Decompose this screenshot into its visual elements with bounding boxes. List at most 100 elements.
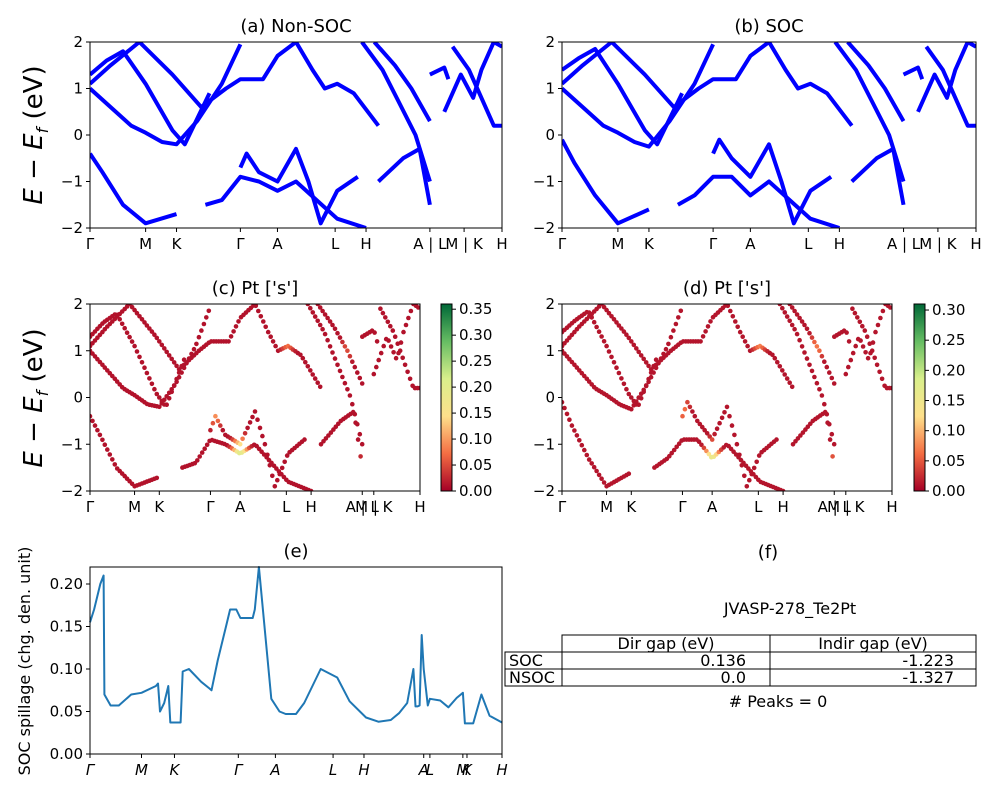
xtick-label: H — [886, 498, 897, 516]
projection-point — [611, 360, 617, 365]
projection-point — [789, 322, 795, 328]
xtick-label: Γ — [86, 761, 96, 779]
projection-point — [777, 364, 783, 369]
projection-point — [831, 381, 837, 386]
projection-point — [696, 439, 702, 445]
projection-point — [594, 468, 599, 474]
projection-point — [312, 314, 318, 319]
panel-a-bands — [90, 42, 502, 228]
table-col-header: Dir gap (eV) — [618, 634, 715, 653]
projection-point — [860, 323, 865, 329]
projection-point — [817, 348, 822, 354]
projection-point — [626, 335, 632, 341]
projection-point — [822, 409, 828, 415]
projection-point — [780, 368, 785, 373]
projection-point — [591, 319, 597, 325]
projection-point — [381, 343, 387, 349]
projection-point — [648, 370, 654, 375]
projection-point — [889, 385, 892, 391]
projection-point — [355, 370, 360, 375]
panel-d-axes — [561, 303, 893, 492]
projection-point — [621, 381, 627, 387]
projection-point — [260, 433, 265, 439]
xtick-label: A | L — [413, 235, 447, 253]
ytick-label: 1 — [73, 342, 83, 360]
projection-point — [857, 319, 863, 325]
ytick-label: 2 — [73, 295, 83, 313]
projection-point — [152, 386, 157, 392]
ytick-label: 0.10 — [50, 660, 83, 678]
projection-point — [236, 319, 241, 324]
projection-point — [335, 330, 340, 336]
band-line — [90, 42, 380, 127]
projection-point — [147, 376, 152, 381]
band-line — [562, 138, 650, 226]
projection-point — [850, 350, 856, 356]
table-cell-dir-gap: 0.0 — [721, 668, 746, 687]
projection-point — [154, 475, 160, 481]
projection-point — [132, 343, 137, 349]
projection-point — [378, 306, 383, 312]
projection-point — [391, 350, 396, 355]
projection-point — [695, 418, 700, 424]
projection-point — [330, 350, 335, 355]
projection-point — [589, 461, 594, 466]
projection-point — [784, 314, 790, 319]
projection-point — [191, 346, 197, 352]
projection-point — [742, 339, 748, 344]
projection-point — [709, 437, 715, 442]
xtick-label: H — [970, 235, 981, 253]
panel-e: (e)0.200.150.100.050.00Γ M K Γ A L H AL MK H — [50, 541, 508, 779]
projection-point — [157, 339, 162, 344]
projection-point — [129, 339, 135, 344]
projection-point — [215, 418, 221, 424]
projection-point — [139, 360, 145, 365]
projection-point — [784, 376, 790, 381]
xtick-label: Γ — [709, 235, 718, 253]
panel-a-title: (a) Non-SOC — [240, 16, 351, 37]
xtick-label: Γ — [86, 235, 95, 253]
projection-point — [359, 441, 365, 447]
projection-point — [727, 413, 732, 419]
xtick-label: A | L — [346, 498, 380, 516]
projection-point — [255, 308, 261, 314]
projection-point — [673, 321, 679, 327]
projection-point — [312, 376, 318, 381]
projection-point — [797, 315, 802, 321]
projection-point — [157, 395, 162, 400]
band-line — [562, 47, 684, 147]
xtick-label: H — [414, 498, 425, 516]
projection-point — [814, 380, 820, 386]
projection-point — [345, 387, 350, 392]
projection-point — [240, 436, 245, 442]
projection-point — [308, 305, 313, 311]
projection-point — [402, 362, 408, 368]
projection-point — [872, 355, 877, 361]
projection-point — [347, 353, 353, 359]
spillage-line — [89, 566, 503, 725]
projection-point — [385, 319, 391, 325]
panel-b-bands — [562, 42, 976, 228]
projection-point — [674, 444, 679, 450]
projection-point — [852, 310, 858, 316]
projection-point — [174, 363, 179, 369]
ytick-label: 0.15 — [50, 618, 83, 636]
projection-point — [888, 305, 892, 310]
projection-point — [698, 339, 703, 344]
ytick-label: 0 — [545, 389, 555, 407]
projection-point — [171, 360, 177, 365]
projection-point — [90, 413, 93, 419]
band-line — [450, 45, 502, 128]
projection-point — [604, 307, 609, 313]
projection-point — [206, 308, 212, 314]
projection-point — [330, 322, 335, 328]
band-line — [833, 42, 906, 183]
projection-point — [636, 402, 641, 408]
colorbar-tick-label: 0.10 — [932, 422, 965, 440]
projection-point — [740, 334, 745, 340]
projection-point — [676, 441, 682, 447]
colorbar-tick-label: 0.05 — [459, 456, 492, 474]
projection-point — [317, 305, 323, 310]
projection-point — [97, 432, 103, 438]
